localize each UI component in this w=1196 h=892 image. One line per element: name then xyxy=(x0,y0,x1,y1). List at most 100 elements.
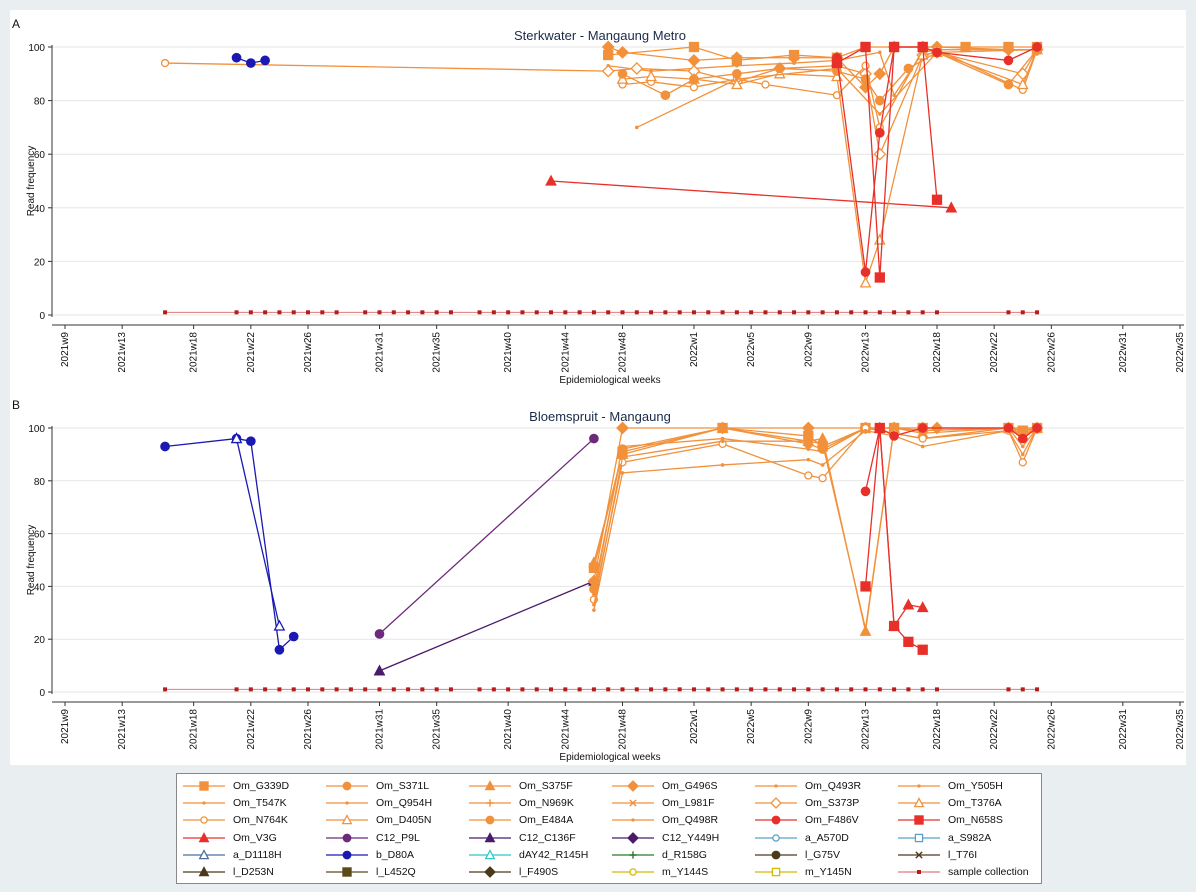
data-point xyxy=(160,441,170,452)
data-point xyxy=(616,72,629,84)
legend-item: l_T76I xyxy=(896,846,1039,863)
data-point xyxy=(878,112,882,116)
data-point xyxy=(406,310,411,315)
data-point xyxy=(792,61,796,65)
legend-swatch xyxy=(469,815,511,825)
legend-marker xyxy=(484,831,496,842)
x-tick-label: 2022w18 xyxy=(932,709,943,750)
legend-item: Om_Q498R xyxy=(610,812,753,829)
data-point xyxy=(306,687,311,692)
series-line xyxy=(608,49,1038,97)
data-point xyxy=(1020,452,1025,457)
legend-swatch xyxy=(612,851,654,859)
data-point xyxy=(820,463,825,467)
legend-swatch xyxy=(755,815,797,825)
legend-label: Om_N658S xyxy=(948,814,1003,827)
x-tick-label: 2022w13 xyxy=(861,332,872,373)
legend-swatch xyxy=(183,816,225,825)
data-point xyxy=(234,310,239,315)
data-point xyxy=(945,201,958,213)
data-point xyxy=(163,310,168,315)
legend-swatch xyxy=(183,831,225,842)
series-Om_F486V xyxy=(860,423,1042,497)
data-point xyxy=(663,687,668,692)
data-point xyxy=(563,687,568,692)
x-tick-label: 2021w13 xyxy=(117,709,128,750)
legend-swatch xyxy=(755,833,797,842)
data-point xyxy=(520,310,525,315)
legend-marker xyxy=(629,799,637,807)
x-tick-label: 2021w35 xyxy=(432,709,443,750)
data-point xyxy=(792,687,797,692)
y-axis-title: Read frequency xyxy=(26,525,37,596)
legend-label: l_D253N xyxy=(233,866,274,879)
data-point xyxy=(245,436,256,447)
legend-item: C12_P9L xyxy=(324,829,467,846)
data-point xyxy=(645,70,657,82)
legend-item: a_D1118H xyxy=(181,846,324,863)
legend-item: l_G75V xyxy=(753,846,896,863)
data-point xyxy=(834,687,839,692)
legend-item: C12_C136F xyxy=(467,829,610,846)
legend-marker xyxy=(198,866,210,877)
data-point xyxy=(545,174,557,186)
data-point xyxy=(873,67,887,81)
panel-background xyxy=(10,10,1186,400)
data-point xyxy=(1018,458,1027,467)
legend-label: Om_S373P xyxy=(805,796,860,809)
data-point xyxy=(248,687,253,692)
data-point xyxy=(592,603,596,607)
y-tick-label: 80 xyxy=(34,97,46,108)
legend-swatch xyxy=(755,797,797,809)
data-point xyxy=(734,687,739,692)
legend-label: Om_N764K xyxy=(233,814,288,827)
series-line xyxy=(165,62,609,72)
data-point xyxy=(230,432,243,444)
data-point xyxy=(863,310,868,315)
data-point xyxy=(906,310,911,315)
y-axis-title: Read frequency xyxy=(26,146,37,217)
data-point xyxy=(506,687,511,692)
data-point xyxy=(874,272,885,283)
legend-marker xyxy=(627,831,639,844)
legend-label: b_D80A xyxy=(376,848,414,861)
x-axis-title: Epidemiological weeks xyxy=(559,752,660,763)
data-point xyxy=(1006,687,1011,692)
data-point xyxy=(160,58,170,68)
data-point xyxy=(1003,41,1014,53)
legend-marker xyxy=(772,833,780,842)
data-point xyxy=(563,310,568,315)
legend-label: a_A570D xyxy=(805,831,849,844)
legend-label: C12_Y449H xyxy=(662,831,720,844)
data-point xyxy=(1035,310,1040,315)
x-tick-label: 2021w31 xyxy=(374,709,385,750)
data-point xyxy=(520,687,525,692)
legend-marker xyxy=(342,781,352,791)
legend-label: Om_T547K xyxy=(233,796,287,809)
data-point xyxy=(391,687,396,692)
legend-label: l_L452Q xyxy=(376,866,416,879)
data-point xyxy=(689,83,699,92)
data-point xyxy=(861,61,870,70)
legend-label: Om_L981F xyxy=(662,796,715,809)
data-point xyxy=(863,626,868,631)
data-point xyxy=(363,687,368,692)
legend-label: Om_S371L xyxy=(376,779,430,792)
legend-item: a_S982A xyxy=(896,829,1039,846)
data-point xyxy=(806,457,811,462)
legend-marker xyxy=(199,780,209,791)
legend-item: Om_G339D xyxy=(181,777,324,794)
legend-label: m_Y144S xyxy=(662,866,709,879)
x-tick-label: 2021w26 xyxy=(303,332,314,373)
legend-swatch xyxy=(469,799,511,807)
data-point xyxy=(420,310,425,315)
data-point xyxy=(1006,310,1011,315)
data-point xyxy=(820,449,825,454)
legend-item: Om_Y505H xyxy=(896,777,1039,794)
legend-item: d_R158G xyxy=(610,846,753,863)
legend-marker xyxy=(629,868,637,876)
data-point xyxy=(620,455,625,459)
y-tick-label: 20 xyxy=(34,257,46,268)
data-point xyxy=(934,310,939,315)
y-tick-label: 100 xyxy=(28,424,45,435)
